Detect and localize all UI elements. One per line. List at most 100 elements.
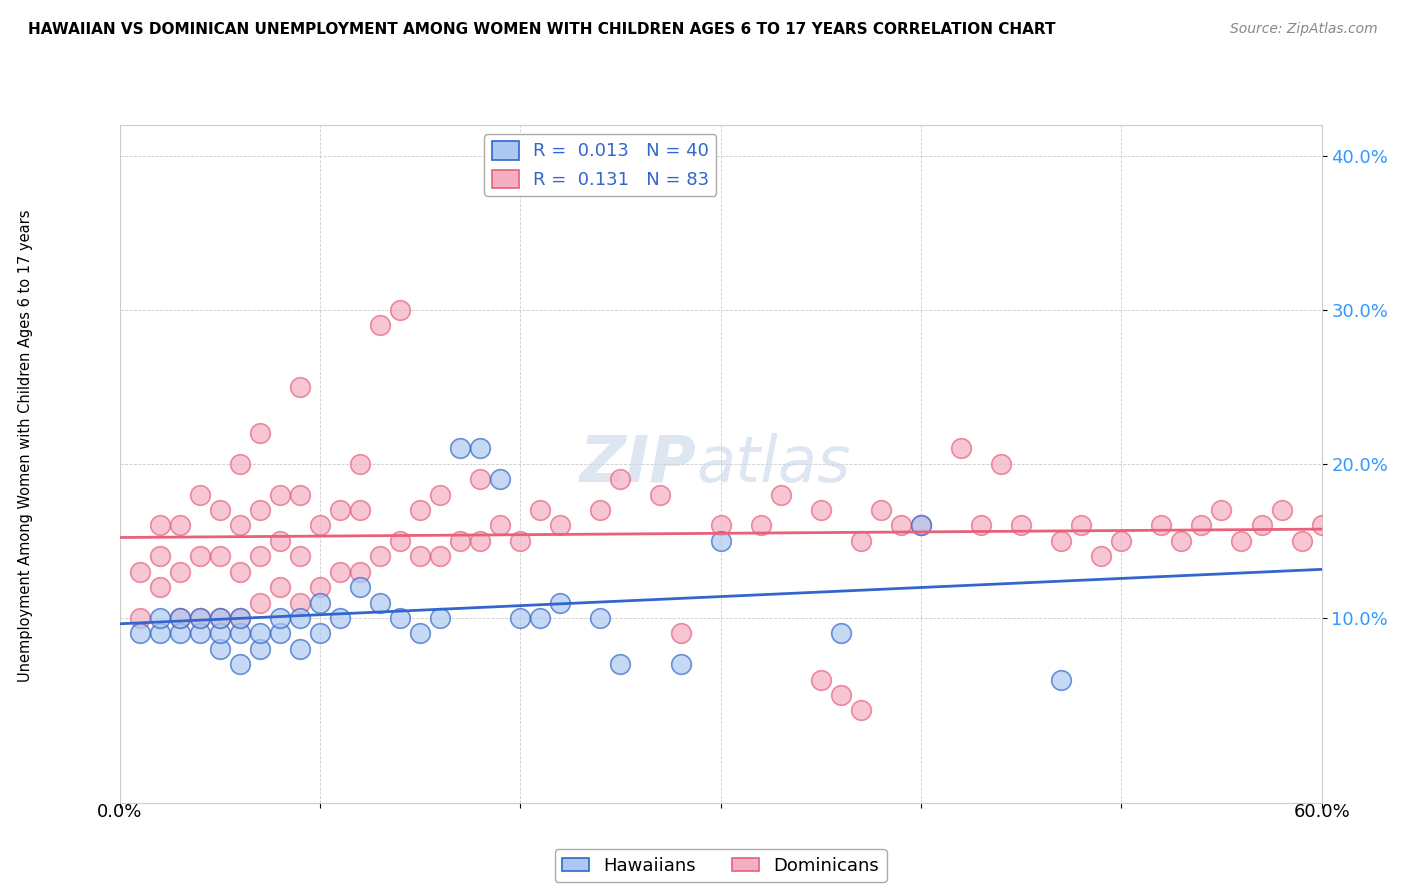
Point — [1310, 518, 1333, 533]
Point — [208, 626, 231, 640]
Point — [309, 518, 332, 533]
Point — [288, 641, 311, 656]
Point — [1010, 518, 1032, 533]
Point — [208, 549, 231, 564]
Point — [288, 611, 311, 625]
Point — [1191, 518, 1213, 533]
Point — [468, 533, 492, 548]
Point — [869, 503, 893, 517]
Point — [188, 488, 211, 502]
Point — [529, 611, 551, 625]
Point — [149, 549, 172, 564]
Point — [188, 611, 211, 625]
Point — [429, 488, 451, 502]
Point — [609, 472, 631, 486]
Point — [1050, 673, 1073, 687]
Text: 0.0%: 0.0% — [97, 803, 142, 821]
Point — [1150, 518, 1173, 533]
Point — [550, 518, 572, 533]
Point — [228, 565, 252, 579]
Point — [128, 611, 150, 625]
Point — [449, 533, 471, 548]
Point — [128, 626, 150, 640]
Point — [1090, 549, 1112, 564]
Point — [288, 488, 311, 502]
Point — [1170, 533, 1192, 548]
Point — [169, 611, 191, 625]
Point — [149, 580, 172, 594]
Point — [228, 457, 252, 471]
Point — [849, 703, 872, 717]
Point — [169, 626, 191, 640]
Point — [208, 503, 231, 517]
Point — [249, 425, 271, 440]
Point — [468, 472, 492, 486]
Point — [830, 626, 852, 640]
Point — [208, 611, 231, 625]
Point — [228, 518, 252, 533]
Point — [749, 518, 772, 533]
Point — [429, 611, 451, 625]
Point — [709, 518, 731, 533]
Point — [1250, 518, 1272, 533]
Text: 60.0%: 60.0% — [1294, 803, 1350, 821]
Point — [890, 518, 912, 533]
Text: Unemployment Among Women with Children Ages 6 to 17 years: Unemployment Among Women with Children A… — [18, 210, 32, 682]
Point — [269, 580, 291, 594]
Point — [288, 595, 311, 609]
Point — [1291, 533, 1313, 548]
Point — [269, 626, 291, 640]
Point — [288, 380, 311, 394]
Point — [208, 611, 231, 625]
Point — [669, 626, 692, 640]
Point — [149, 518, 172, 533]
Point — [810, 503, 832, 517]
Point — [329, 503, 352, 517]
Text: Source: ZipAtlas.com: Source: ZipAtlas.com — [1230, 22, 1378, 37]
Point — [910, 518, 932, 533]
Point — [388, 611, 412, 625]
Point — [489, 472, 512, 486]
Point — [269, 488, 291, 502]
Point — [309, 626, 332, 640]
Point — [529, 503, 551, 517]
Point — [409, 626, 432, 640]
Point — [249, 641, 271, 656]
Point — [709, 533, 731, 548]
Point — [550, 595, 572, 609]
Point — [188, 626, 211, 640]
Point — [368, 549, 391, 564]
Point — [228, 611, 252, 625]
Point — [1070, 518, 1092, 533]
Point — [1271, 503, 1294, 517]
Point — [409, 549, 432, 564]
Point — [449, 442, 471, 456]
Point — [208, 641, 231, 656]
Point — [830, 688, 852, 702]
Point — [650, 488, 672, 502]
Point — [409, 503, 432, 517]
Legend: Hawaiians, Dominicans: Hawaiians, Dominicans — [554, 849, 887, 882]
Point — [349, 580, 371, 594]
Point — [149, 611, 172, 625]
Point — [288, 549, 311, 564]
Point — [188, 611, 211, 625]
Point — [249, 503, 271, 517]
Point — [1211, 503, 1233, 517]
Point — [249, 595, 271, 609]
Point — [188, 549, 211, 564]
Point — [388, 533, 412, 548]
Point — [228, 657, 252, 672]
Point — [950, 442, 973, 456]
Point — [228, 611, 252, 625]
Point — [910, 518, 932, 533]
Point — [509, 533, 531, 548]
Point — [349, 503, 371, 517]
Point — [329, 565, 352, 579]
Point — [849, 533, 872, 548]
Point — [169, 565, 191, 579]
Point — [368, 318, 391, 333]
Point — [589, 503, 612, 517]
Point — [468, 442, 492, 456]
Point — [329, 611, 352, 625]
